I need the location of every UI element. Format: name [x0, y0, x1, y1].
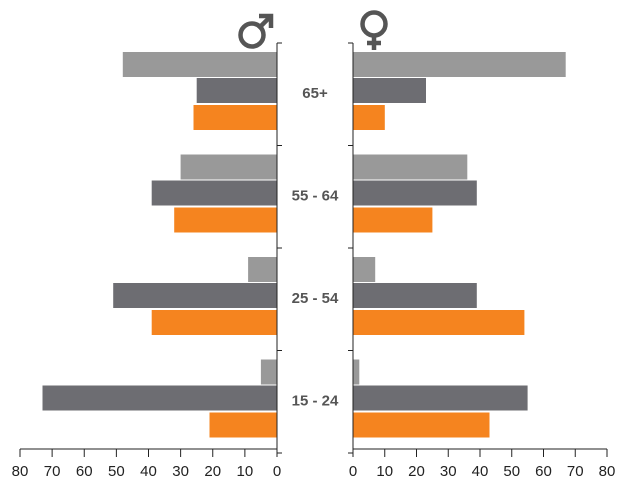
female-tick-label-20: 20: [408, 463, 425, 479]
bar-female-25-54-series2: [353, 283, 477, 308]
male-symbol-icon: [238, 13, 274, 49]
bar-male-15-24-series1: [260, 359, 277, 385]
bar-female-15-24-series3: [353, 412, 490, 438]
axes-layer: [19, 42, 608, 457]
male-tick-label-70: 70: [44, 463, 61, 479]
female-tick-label-70: 70: [567, 463, 584, 479]
bar-female-65--series2: [353, 78, 426, 103]
bar-female-55-64-series3: [353, 207, 433, 233]
male-tick-label-0: 0: [273, 463, 281, 479]
bar-male-65--series2: [196, 78, 277, 103]
category-label-25-54: 25 - 54: [292, 290, 339, 307]
bars-layer: [42, 52, 566, 438]
female-tick-label-40: 40: [472, 463, 489, 479]
tick-labels-layer: 80 70 60 50 40 30 20 10 0 0 10 20 30 40 50 60 70 80: [12, 463, 616, 479]
female-tick-label-80: 80: [599, 463, 616, 479]
category-label-65-: 65+: [302, 85, 328, 102]
bar-male-15-24-series3: [209, 412, 277, 438]
female-tick-label-60: 60: [535, 463, 552, 479]
female-tick-label-50: 50: [503, 463, 520, 479]
bar-male-55-64-series1: [180, 154, 277, 180]
bar-male-55-64-series3: [174, 207, 277, 233]
bar-male-65--series3: [193, 105, 277, 130]
bar-male-25-54-series3: [151, 310, 277, 335]
category-label-55-64: 55 - 64: [292, 188, 339, 205]
bar-female-15-24-series2: [353, 385, 528, 411]
bar-male-25-54-series2: [113, 283, 277, 308]
male-tick-label-30: 30: [172, 463, 189, 479]
bar-female-55-64-series1: [353, 154, 468, 180]
female-symbol-icon: [360, 10, 388, 50]
female-tick-label-30: 30: [440, 463, 457, 479]
bar-male-65--series1: [122, 52, 277, 77]
bar-female-65--series3: [353, 105, 385, 130]
category-label-15-24: 15 - 24: [292, 393, 339, 410]
female-tick-label-0: 0: [349, 463, 357, 479]
bar-female-65--series1: [353, 52, 566, 77]
category-labels-layer: 65+ 55 - 64 25 - 54 15 - 24: [292, 85, 339, 410]
male-tick-label-20: 20: [204, 463, 221, 479]
female-tick-label-10: 10: [376, 463, 393, 479]
bar-male-25-54-series1: [248, 257, 277, 282]
male-tick-label-80: 80: [12, 463, 29, 479]
male-tick-label-10: 10: [237, 463, 254, 479]
bar-male-15-24-series2: [42, 385, 277, 411]
male-tick-label-40: 40: [140, 463, 157, 479]
bar-female-25-54-series1: [353, 257, 376, 282]
bar-female-15-24-series1: [353, 359, 360, 385]
male-tick-label-50: 50: [108, 463, 125, 479]
male-tick-label-60: 60: [76, 463, 93, 479]
bar-male-55-64-series2: [151, 180, 277, 206]
bar-female-55-64-series2: [353, 180, 477, 206]
bar-female-25-54-series3: [353, 310, 525, 335]
